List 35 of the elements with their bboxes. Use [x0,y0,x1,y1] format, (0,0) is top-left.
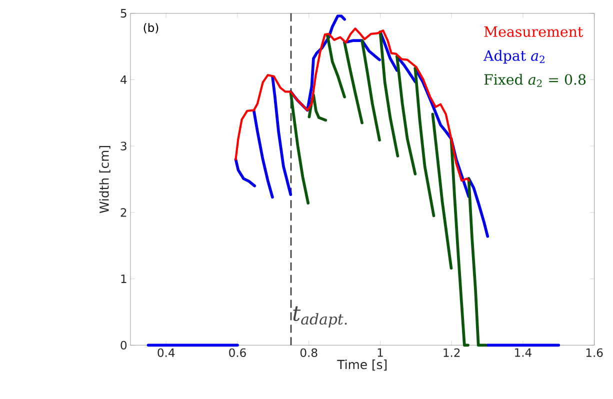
x-tick-label: 0.6 [229,348,246,358]
x-axis-title: Time [s] [337,360,387,371]
text: Measurement [484,26,584,38]
line-series [343,41,364,124]
line-series [467,177,490,238]
y-tick-label: 5 [120,9,126,18]
y-tick-label: 2 [120,208,126,217]
x-tick-label: 0.4 [158,348,175,358]
x-tick-label: 1 [378,348,383,357]
ref-line-label: t$_{adapt.}$ [293,306,347,328]
line-series [289,90,310,205]
text: Fixed a$_{2}$ = 0.8 [484,74,586,88]
line-series [450,138,470,347]
line-series [467,177,488,347]
line-series [326,34,346,99]
y-axis-title: Width [cm] [99,146,110,214]
x-tick-label: 1.2 [444,348,460,358]
text: Adpat a$_{2}$ [483,50,544,64]
x-tick-label: 1.6 [586,348,603,358]
line-series [378,30,400,158]
y-tick-label: 0 [120,341,127,350]
line-series [396,55,417,176]
annotation: (b) [144,23,158,34]
line-series [360,39,381,142]
line-series [271,75,292,196]
x-tick-label: 1.4 [515,348,532,357]
line-series [414,67,436,218]
y-tick-label: 4 [120,76,127,84]
line-series [252,110,274,199]
line-series [431,113,453,270]
line-series [234,158,256,188]
x-tick-label: 0.8 [300,348,318,358]
y-tick-label: 3 [120,142,126,151]
line-series [234,28,470,182]
y-tick-label: 1 [121,274,126,284]
